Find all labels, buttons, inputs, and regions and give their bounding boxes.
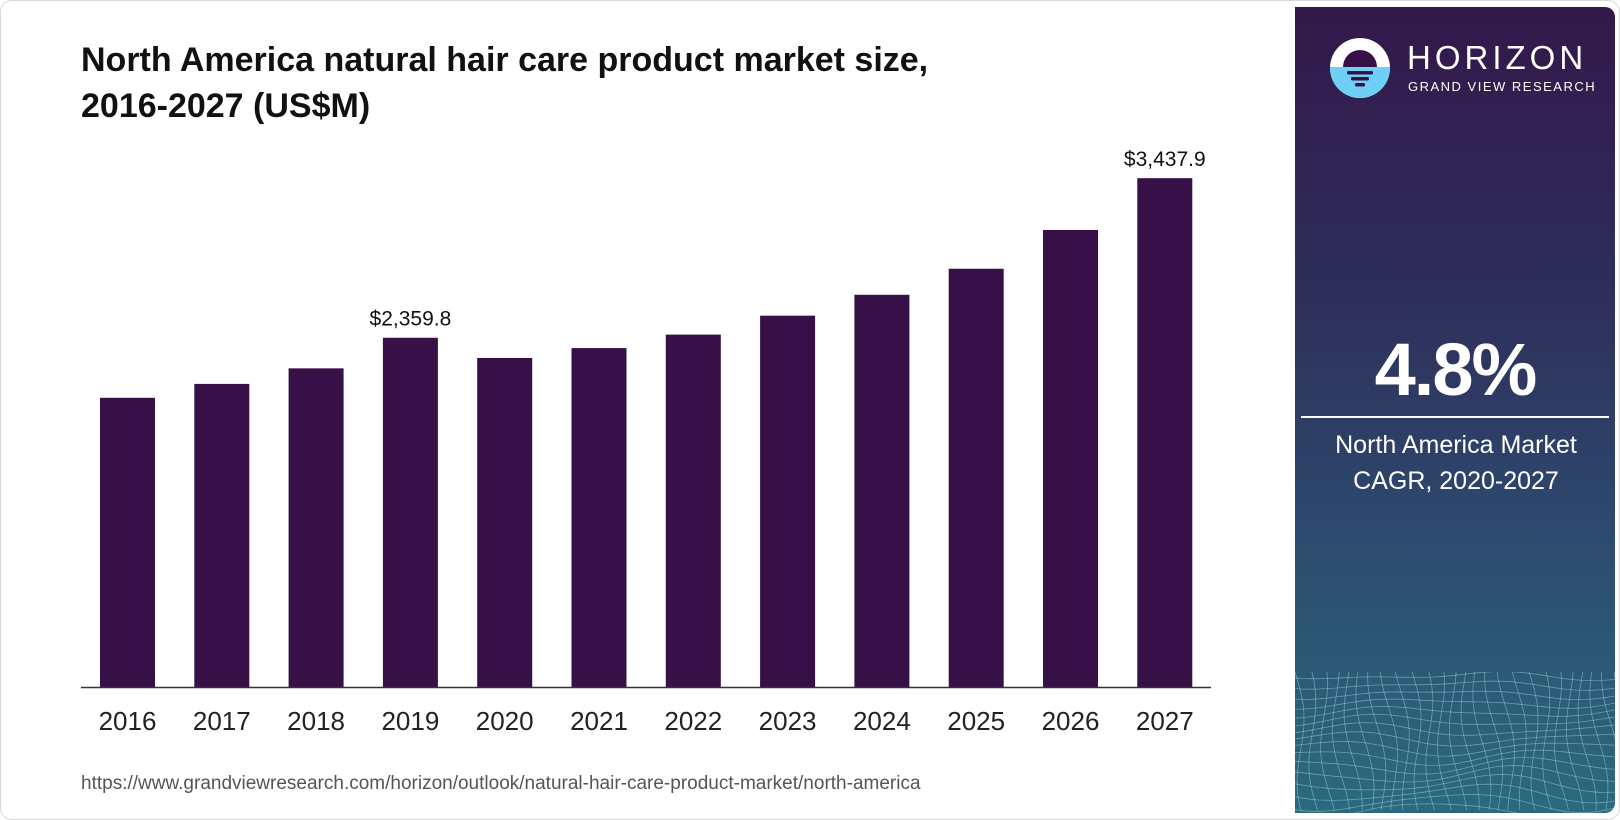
bar-2017[interactable]	[194, 383, 250, 687]
x-tick-label: 2023	[759, 706, 817, 736]
bar-2021[interactable]	[571, 348, 627, 687]
bar-2027[interactable]	[1137, 178, 1193, 687]
chart-title-line-2: 2016-2027 (US$M)	[81, 87, 371, 125]
cagr-divider	[1301, 416, 1609, 418]
bar-2022[interactable]	[665, 334, 721, 687]
horizon-sun-logo-icon	[1330, 38, 1390, 98]
source-url[interactable]: https://www.grandviewresearch.com/horizo…	[81, 773, 921, 794]
cagr-value: 4.8%	[1374, 328, 1538, 411]
x-tick-label: 2026	[1042, 706, 1100, 736]
x-tick-label: 2025	[947, 706, 1005, 736]
cagr-label-line-2: CAGR, 2020-2027	[1353, 467, 1559, 495]
x-tick-label: 2024	[853, 706, 911, 736]
x-tick-label: 2022	[664, 706, 722, 736]
brand-name: HORIZON	[1407, 39, 1588, 76]
decorative-mesh-pattern	[1295, 672, 1615, 813]
cagr-label: North America Market CAGR, 2020-2027	[1295, 427, 1615, 499]
bar-2019[interactable]	[382, 337, 438, 687]
x-tick-label: 2017	[193, 706, 251, 736]
bar-2016[interactable]	[100, 397, 155, 687]
data-label: $2,359.8	[370, 308, 452, 331]
bar-chart: 2016 2017 2018 2019 2020 2021 2022 2023 2024 2025…	[81, 148, 1211, 736]
mesh-lines	[1295, 672, 1615, 813]
data-label: $3,437.9	[1124, 148, 1206, 171]
x-tick-label: 2027	[1136, 706, 1194, 736]
x-tick-label: 2020	[476, 706, 534, 736]
x-tick-label: 2018	[287, 706, 345, 736]
bar-2026[interactable]	[1043, 229, 1098, 687]
cagr-label-line-1: North America Market	[1335, 431, 1577, 459]
x-tick-label: 2021	[570, 706, 628, 736]
bar-2018[interactable]	[288, 368, 344, 687]
x-tick-label: 2019	[381, 706, 439, 736]
highlight-panel: HORIZON GRAND VIEW RESEARCH 4.8% North A…	[1295, 7, 1615, 813]
brand-logo[interactable]: HORIZON GRAND VIEW RESEARCH	[1329, 31, 1609, 101]
bar-2023[interactable]	[760, 315, 816, 687]
bar-2020[interactable]	[477, 357, 533, 687]
brand-subtitle: GRAND VIEW RESEARCH	[1408, 79, 1597, 94]
bar-2025[interactable]	[948, 268, 1004, 687]
bar-2024[interactable]	[854, 294, 910, 687]
chart-title-line-1: North America natural hair care product …	[81, 41, 929, 79]
chart-title: North America natural hair care product …	[81, 37, 1061, 129]
x-tick-label: 2016	[99, 706, 157, 736]
